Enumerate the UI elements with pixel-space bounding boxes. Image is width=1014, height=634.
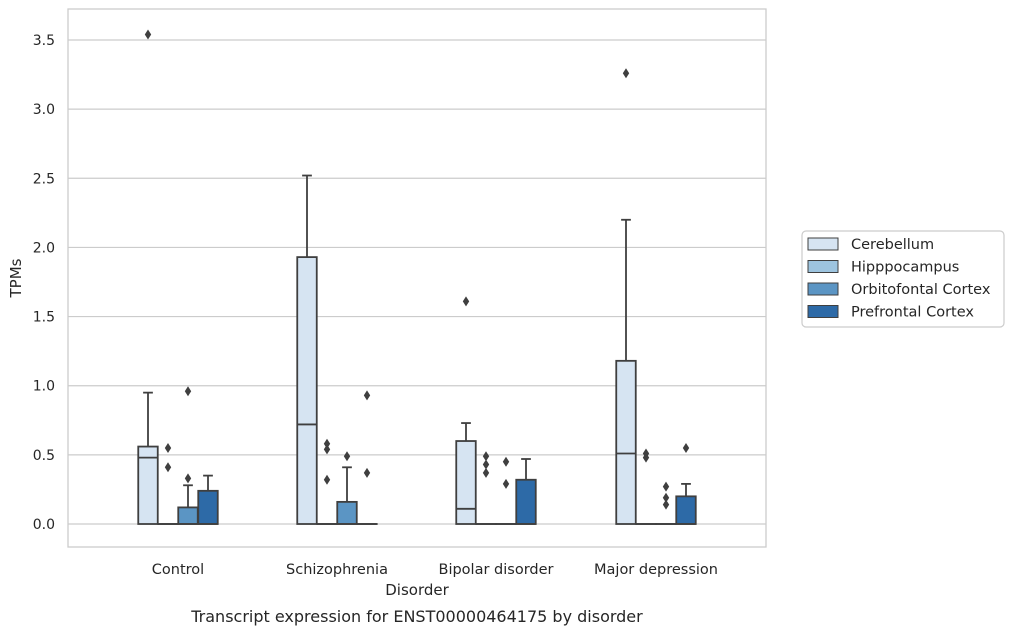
outlier-point — [622, 68, 630, 79]
box-1-1 — [316, 438, 338, 525]
y-tick-label: 2.0 — [33, 240, 55, 256]
x-axis-ticks: Control Schizophrenia Bipolar disorder Majo… — [152, 562, 718, 578]
y-tick-label: 1.0 — [33, 379, 55, 395]
outlier-point — [164, 462, 172, 473]
legend-swatch — [807, 260, 839, 273]
outlier-point — [662, 499, 670, 510]
outlier-point — [343, 451, 351, 462]
y-axis-ticks: 0.0 0.5 1.0 1.5 2.0 2.5 3.0 3.5 — [33, 33, 55, 533]
box — [336, 500, 358, 525]
box — [177, 506, 199, 525]
box — [515, 478, 537, 525]
outlier-point — [682, 442, 690, 453]
box-1-3 — [635, 448, 657, 525]
outlier-point — [184, 473, 192, 484]
box-0-2 — [455, 296, 477, 525]
outlier-point — [184, 386, 192, 397]
grid-lines — [68, 39, 766, 525]
outlier-point — [642, 448, 650, 459]
outlier-point — [323, 474, 331, 485]
box — [675, 495, 697, 525]
box-2-3 — [655, 481, 677, 525]
outlier-point — [164, 442, 172, 453]
outlier-point — [502, 478, 510, 489]
y-tick-label: 1.5 — [33, 310, 55, 326]
y-tick-label: 3.5 — [33, 33, 55, 49]
y-axis-label: TPMs — [7, 258, 25, 298]
legend-swatch — [807, 237, 839, 251]
box — [615, 359, 637, 525]
outlier-point — [462, 296, 470, 307]
y-tick-label: 0.5 — [33, 448, 55, 464]
outlier-point — [363, 467, 371, 478]
outlier-point — [482, 451, 490, 462]
y-tick-label: 0.0 — [33, 517, 55, 533]
outlier-point — [144, 29, 152, 40]
box — [455, 440, 477, 525]
outlier-point — [323, 438, 331, 449]
box-2-1 — [336, 451, 358, 525]
legend-label: Hipppocampus — [851, 260, 959, 276]
chart-caption: Transcript expression for ENST0000046417… — [190, 607, 643, 626]
box-0-0 — [137, 29, 159, 525]
outlier-point — [662, 481, 670, 492]
legend-label: Prefrontal Cortex — [851, 305, 974, 321]
legend-swatch — [807, 282, 839, 296]
box-3-0 — [197, 474, 219, 525]
x-axis-label: Disorder — [385, 581, 449, 599]
x-tick-label: Schizophrenia — [286, 562, 388, 578]
box-0-3 — [615, 68, 637, 525]
legend-box — [801, 230, 1005, 328]
box — [197, 489, 219, 525]
outlier-point — [662, 492, 670, 503]
y-tick-label: 3.0 — [33, 102, 55, 118]
outlier-point — [482, 459, 490, 470]
outlier-point — [363, 390, 371, 401]
legend-label: Cerebellum — [851, 237, 934, 253]
x-tick-label: Bipolar disorder — [439, 562, 554, 578]
box-2-2 — [495, 456, 517, 525]
legend-label: Orbitofontal Cortex — [851, 282, 991, 298]
x-tick-label: Major depression — [594, 562, 718, 578]
x-tick-label: Control — [152, 562, 204, 578]
box-3-3 — [675, 442, 697, 525]
boxes — [137, 29, 697, 525]
box-2-0 — [177, 386, 199, 525]
legend-swatch — [807, 305, 839, 318]
box-3-1 — [356, 390, 378, 525]
outlier-point — [482, 467, 490, 478]
box — [296, 256, 318, 525]
outlier-point — [502, 456, 510, 467]
plot-area — [67, 8, 767, 548]
outlier-point — [323, 444, 331, 455]
box-0-1 — [296, 174, 318, 525]
box-3-2 — [515, 458, 537, 525]
box — [137, 445, 159, 525]
legend: Cerebellum Hipppocampus Orbitofontal Corte… — [801, 230, 1005, 328]
y-tick-label: 2.5 — [33, 171, 55, 187]
